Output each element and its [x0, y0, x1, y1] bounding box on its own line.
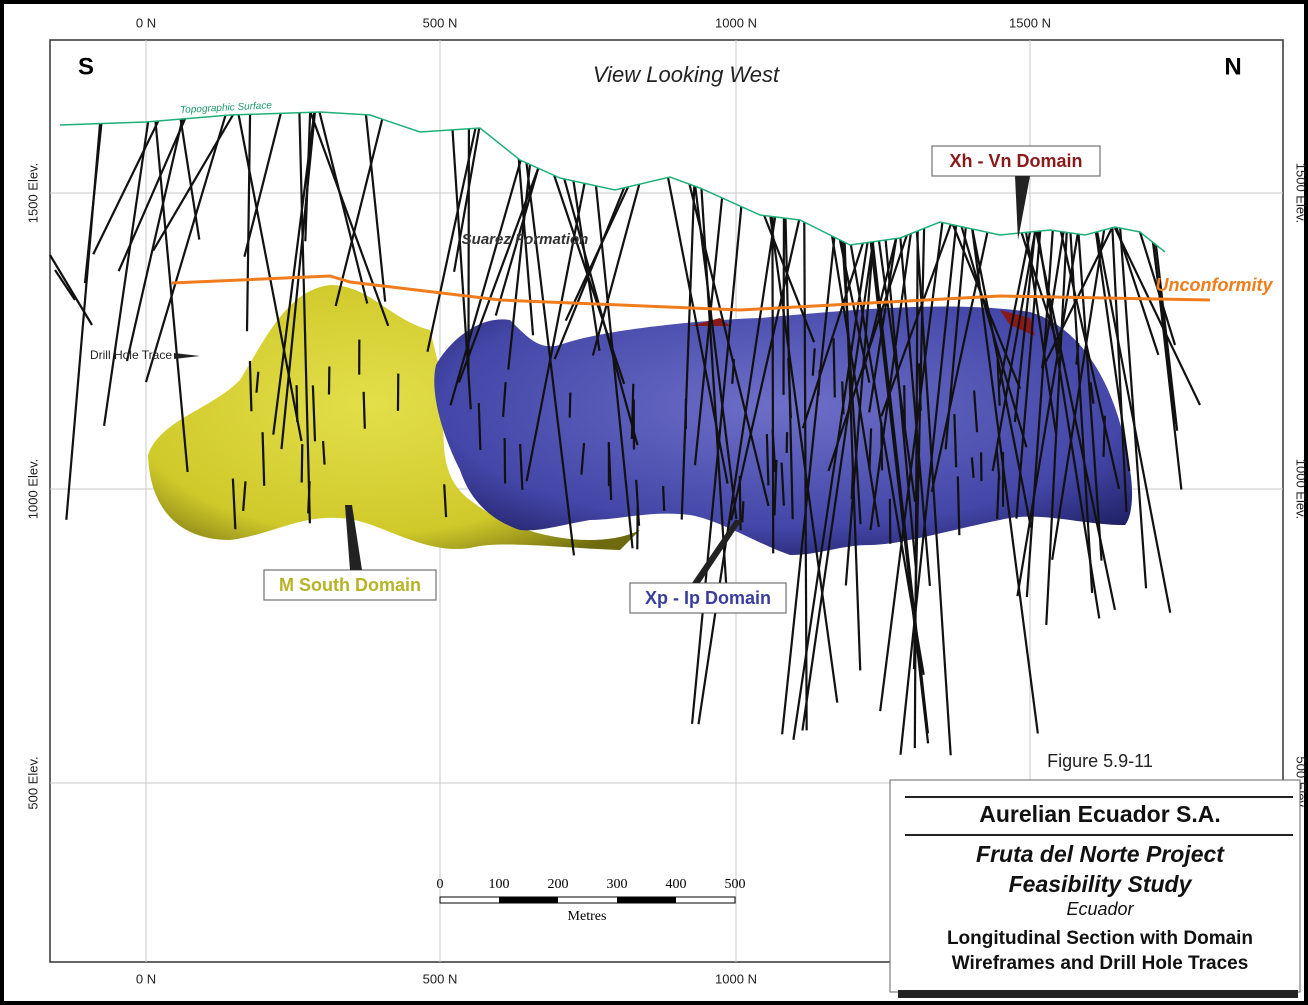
scale-unit: Metres	[568, 909, 607, 924]
company: Aurelian Ecuador S.A.	[979, 801, 1221, 827]
drill-hole	[958, 476, 960, 535]
scale-tick: 0	[437, 877, 444, 892]
left-label: 1500 Elev.	[25, 163, 40, 223]
view-title: View Looking West	[593, 62, 780, 87]
unconformity-label: Unconformity	[1156, 275, 1274, 295]
drill-hole	[818, 370, 819, 396]
caption: Wireframes and Drill Hole Traces	[952, 953, 1249, 974]
drill-hole	[767, 434, 769, 485]
scale-segment	[617, 897, 676, 903]
xh-domain-label: Xh - Vn Domain	[949, 151, 1082, 171]
scale-segment	[499, 897, 558, 903]
scale-tick: 500	[725, 877, 746, 892]
drill-trace-label: Drill Hole Trace	[90, 348, 172, 362]
title-shadow	[898, 990, 1298, 998]
bottom-label: 0 N	[136, 971, 156, 986]
project: Fruta del Norte Project	[976, 841, 1225, 867]
scale-outline	[440, 897, 735, 903]
drill-hole	[308, 481, 309, 513]
drill-hole	[742, 501, 743, 522]
bottom-label: 500 N	[423, 971, 458, 986]
south-label: S	[78, 53, 94, 80]
left-label: 1000 Elev.	[25, 459, 40, 519]
m-south-label: M South Domain	[279, 575, 421, 595]
drill-hole	[852, 469, 853, 499]
drill-hole	[663, 486, 664, 511]
drill-hole	[881, 423, 882, 471]
drill-hole	[772, 217, 773, 554]
scale-tick: 200	[548, 877, 569, 892]
drill-hole	[904, 385, 905, 435]
left-label: 500 Elev.	[25, 756, 40, 809]
top-label: 0 N	[136, 15, 156, 30]
drill-hole	[870, 428, 872, 469]
drill-hole	[323, 441, 324, 465]
country: Ecuador	[1066, 899, 1134, 919]
right-label: 1500 Elev.	[1294, 163, 1308, 223]
title-block: Aurelian Ecuador S.A. Fruta del Norte Pr…	[890, 780, 1300, 998]
top-label: 1000 N	[715, 15, 757, 30]
study: Feasibility Study	[1009, 871, 1193, 897]
drill-hole	[570, 393, 571, 418]
drill-hole	[834, 338, 835, 397]
top-label: 500 N	[423, 15, 458, 30]
caption: Longitudinal Section with Domain	[947, 928, 1253, 949]
top-label: 1500 N	[1009, 15, 1051, 30]
drill-hole	[297, 385, 298, 422]
drill-hole	[302, 444, 303, 482]
scale-tick: 400	[666, 877, 687, 892]
scale-tick: 300	[607, 877, 628, 892]
bottom-label: 1000 N	[715, 971, 757, 986]
drill-hole	[250, 361, 252, 411]
north-label: N	[1224, 53, 1241, 80]
drill-hole	[842, 381, 843, 414]
scale-tick: 100	[489, 877, 510, 892]
figure-number: Figure 5.9-11	[1047, 751, 1153, 771]
formation-label: Suarez Formation	[462, 231, 589, 248]
figure: 0 N 500 N 1000 N 1500 N 0 N 500 N 1000 N…	[0, 0, 1308, 1005]
right-label: 1000 Elev.	[1294, 459, 1308, 519]
drill-hole	[364, 392, 365, 429]
xp-domain-label: Xp - Ip Domain	[645, 588, 771, 608]
drill-hole	[1104, 416, 1105, 457]
